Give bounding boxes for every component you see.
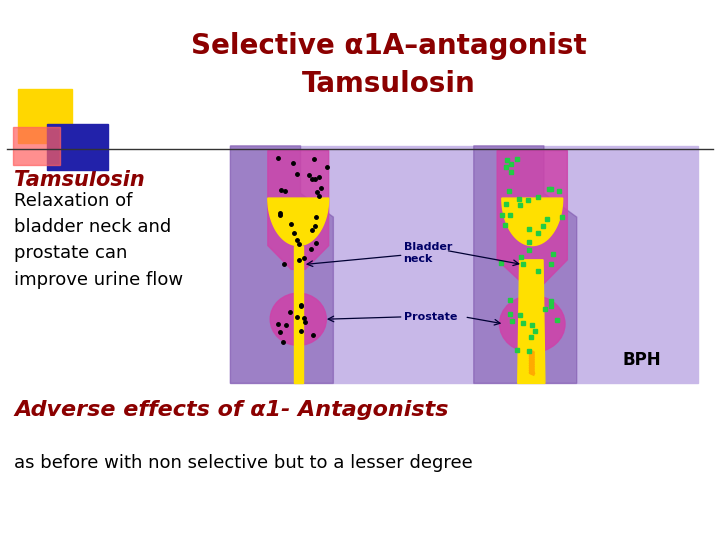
- Bar: [18, 89, 72, 143]
- Text: BPH: BPH: [623, 351, 662, 369]
- Text: Selective α1A–antagonist: Selective α1A–antagonist: [191, 32, 587, 60]
- Polygon shape: [230, 146, 333, 383]
- Bar: [13, 127, 60, 165]
- Polygon shape: [502, 198, 563, 246]
- Text: Tamsulosin: Tamsulosin: [302, 70, 476, 98]
- Polygon shape: [268, 151, 328, 269]
- Polygon shape: [474, 146, 577, 383]
- Text: Adverse effects of α1- Antagonists: Adverse effects of α1- Antagonists: [14, 400, 449, 420]
- Text: Bladder
neck: Bladder neck: [403, 242, 452, 264]
- Text: Relaxation of
bladder neck and
prostate can
improve urine flow: Relaxation of bladder neck and prostate …: [14, 192, 184, 289]
- Polygon shape: [497, 151, 567, 284]
- Ellipse shape: [270, 293, 326, 346]
- Text: Tamsulosin: Tamsulosin: [14, 170, 145, 190]
- Polygon shape: [268, 198, 328, 246]
- Text: Prostate: Prostate: [403, 312, 457, 322]
- Ellipse shape: [500, 295, 565, 353]
- Bar: [230, 146, 698, 383]
- Bar: [47, 124, 108, 170]
- Text: as before with non selective but to a lesser degree: as before with non selective but to a le…: [14, 454, 473, 471]
- Polygon shape: [294, 246, 303, 383]
- Polygon shape: [518, 260, 545, 383]
